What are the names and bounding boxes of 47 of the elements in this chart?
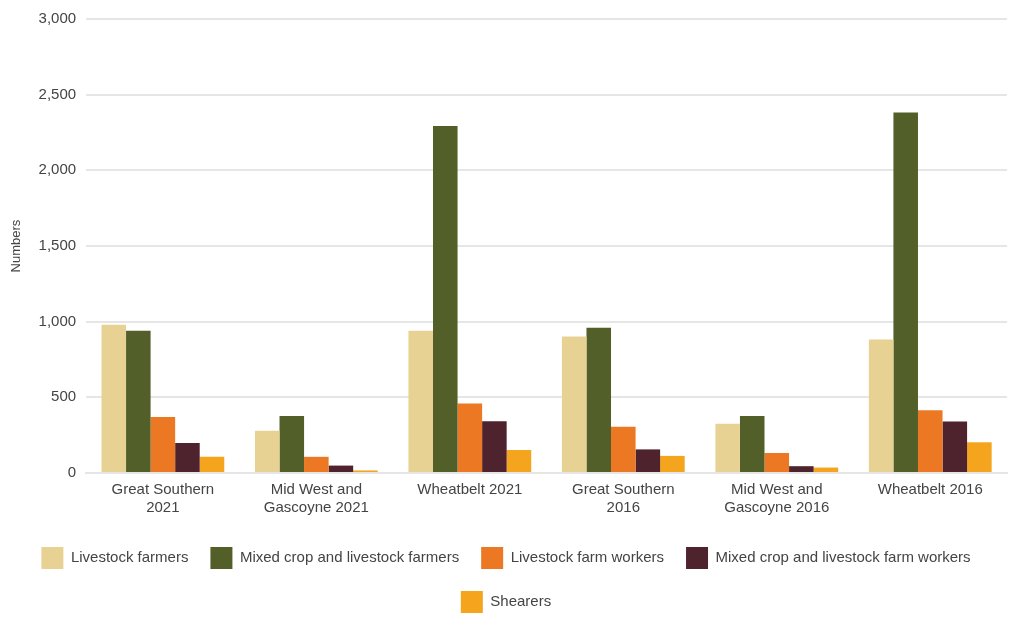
bar <box>101 324 127 472</box>
legend-label: Mixed crop and livestock farmers <box>239 548 460 566</box>
bar <box>199 456 225 472</box>
bar <box>917 410 943 472</box>
bar <box>789 466 814 472</box>
bar <box>175 442 200 472</box>
x-tick-label: Mid West and Gascoyne 2021 <box>263 480 369 516</box>
bar <box>457 403 483 472</box>
legend-label: Livestock farm workers <box>510 548 665 566</box>
bar <box>868 339 894 472</box>
bar <box>893 112 918 472</box>
x-tick-label: Wheatbelt 2016 <box>877 480 983 498</box>
bar <box>942 421 968 472</box>
y-tick-label: 2,500 <box>38 84 77 102</box>
y-tick-label: 1,000 <box>38 311 77 329</box>
bar <box>715 423 740 472</box>
bar <box>660 455 685 472</box>
x-tick-label: Great Southern 2021 <box>111 480 215 516</box>
bar <box>482 421 507 472</box>
bar <box>433 125 458 472</box>
bar <box>739 416 765 472</box>
legend-label: Livestock farmers <box>70 548 189 566</box>
x-tick-label: Great Southern 2016 <box>572 480 675 516</box>
bar <box>561 336 587 472</box>
legend-label: Mixed crop and livestock farm workers <box>715 548 971 566</box>
y-tick-label: 2,000 <box>38 160 77 178</box>
y-axis-title: Numbers <box>8 219 24 273</box>
bar <box>304 456 329 472</box>
bar <box>764 453 790 472</box>
legend-label: Shearers <box>490 592 552 610</box>
y-tick-label: 500 <box>51 387 77 405</box>
bar <box>150 417 176 472</box>
x-tick-label: Mid West and Gascoyne 2016 <box>724 480 830 516</box>
bar <box>126 330 151 472</box>
bar <box>408 330 433 472</box>
y-tick-label: 3,000 <box>38 9 77 27</box>
y-tick-label: 1,500 <box>38 236 77 254</box>
bar <box>279 416 305 472</box>
bar <box>635 449 661 472</box>
bar <box>254 430 280 472</box>
bar <box>506 450 532 472</box>
bar <box>611 426 636 472</box>
x-tick-label: Wheatbelt 2021 <box>417 480 523 498</box>
bar <box>967 442 992 472</box>
bar <box>586 327 612 472</box>
y-tick-label: 0 <box>67 463 77 481</box>
bar <box>328 465 354 472</box>
